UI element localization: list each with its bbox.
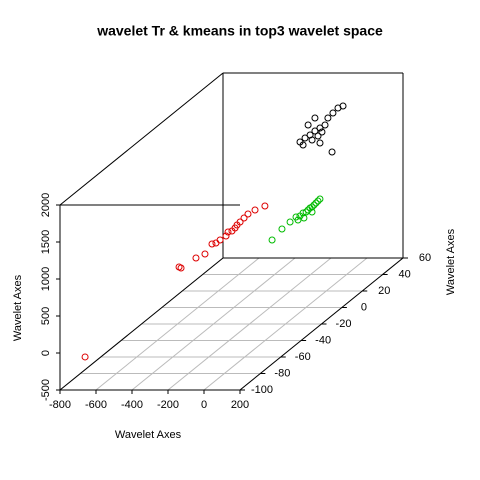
- z-tick-label: 1000: [40, 267, 52, 291]
- x-tick-label: -800: [49, 399, 71, 411]
- z-tick-label: 0: [40, 350, 52, 356]
- x-tick-label: -400: [121, 399, 143, 411]
- x-tick-label: 200: [231, 399, 249, 411]
- point: [316, 139, 324, 147]
- x-tick-label: 0: [201, 399, 207, 411]
- z-tick-label: 1500: [40, 230, 52, 254]
- y-tick-label: -40: [315, 334, 331, 346]
- point: [329, 109, 337, 117]
- point: [261, 202, 269, 210]
- point: [192, 254, 200, 262]
- point: [216, 236, 224, 244]
- y-axis-label: Wavelet Axes: [445, 228, 457, 295]
- point: [308, 208, 316, 216]
- point: [300, 214, 308, 222]
- grid-line: [95, 257, 260, 391]
- point: [314, 132, 322, 140]
- z-tick-label: 2000: [40, 193, 52, 217]
- box-edge: [59, 257, 224, 391]
- point: [244, 210, 252, 218]
- point: [316, 195, 324, 203]
- point: [321, 121, 329, 129]
- point: [310, 201, 318, 209]
- point: [286, 218, 294, 226]
- x-tick-label: -600: [85, 399, 107, 411]
- grid-line: [167, 257, 332, 391]
- point: [251, 206, 259, 214]
- point: [312, 199, 320, 207]
- point: [299, 141, 307, 149]
- point: [324, 114, 332, 122]
- box-edge: [59, 72, 224, 206]
- point: [308, 136, 316, 144]
- point: [301, 134, 309, 142]
- point: [308, 203, 316, 211]
- point: [177, 264, 185, 272]
- point: [318, 128, 326, 136]
- x-tick-label: -200: [157, 399, 179, 411]
- y-tick-label: -20: [336, 318, 352, 330]
- point: [328, 148, 336, 156]
- point: [311, 127, 319, 135]
- point: [236, 218, 244, 226]
- y-tick-label: 0: [361, 301, 367, 313]
- grid-line: [203, 257, 368, 391]
- y-tick-label: 60: [419, 252, 431, 264]
- z-axis-label: Wavelet Axes: [12, 274, 24, 341]
- point: [81, 353, 89, 361]
- point: [304, 121, 312, 129]
- y-tick-label: 40: [399, 268, 411, 280]
- point: [268, 236, 276, 244]
- point: [339, 102, 347, 110]
- y-tick-label: -80: [274, 367, 290, 379]
- y-tick-label: 20: [378, 285, 390, 297]
- y-tick-label: -60: [295, 351, 311, 363]
- point: [278, 225, 286, 233]
- z-tick-label: 500: [40, 307, 52, 325]
- point: [299, 209, 307, 217]
- z-tick-label: -500: [40, 379, 52, 401]
- point: [240, 214, 248, 222]
- x-axis-label: Wavelet Axes: [115, 429, 182, 441]
- point: [316, 124, 324, 132]
- y-tick-label: -100: [251, 384, 273, 396]
- chart-title: wavelet Tr & kmeans in top3 wavelet spac…: [96, 23, 383, 39]
- grid-line: [131, 257, 296, 391]
- point: [224, 228, 232, 236]
- point: [311, 114, 319, 122]
- point: [314, 197, 322, 205]
- point: [208, 240, 216, 248]
- point: [222, 232, 230, 240]
- point: [294, 216, 302, 224]
- point: [201, 250, 209, 258]
